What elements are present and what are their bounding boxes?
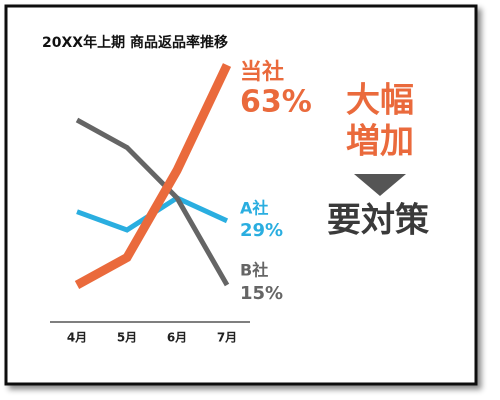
annotation: 大幅 [346, 81, 414, 121]
series-line [75, 117, 230, 287]
x-tick-label: 5月 [117, 331, 137, 345]
series-label: B社 [240, 261, 268, 280]
data-label: 15% [240, 283, 283, 304]
arrow [354, 174, 406, 196]
chart-title: 20XX年上期 商品返品率推移 [42, 34, 228, 51]
series-label: 当社 [240, 59, 284, 85]
frame [4, 4, 478, 386]
series-line [74, 63, 232, 289]
x-tick-label: 6月 [167, 331, 187, 345]
x-tick-label: 4月 [67, 331, 87, 345]
series-label: A社 [240, 198, 268, 217]
x-tick-label: 7月 [217, 331, 237, 345]
data-label: 29% [240, 220, 283, 241]
annotation: 要対策 [327, 201, 429, 241]
annotation: 増加 [346, 122, 414, 162]
data-label: 63% [240, 85, 312, 120]
